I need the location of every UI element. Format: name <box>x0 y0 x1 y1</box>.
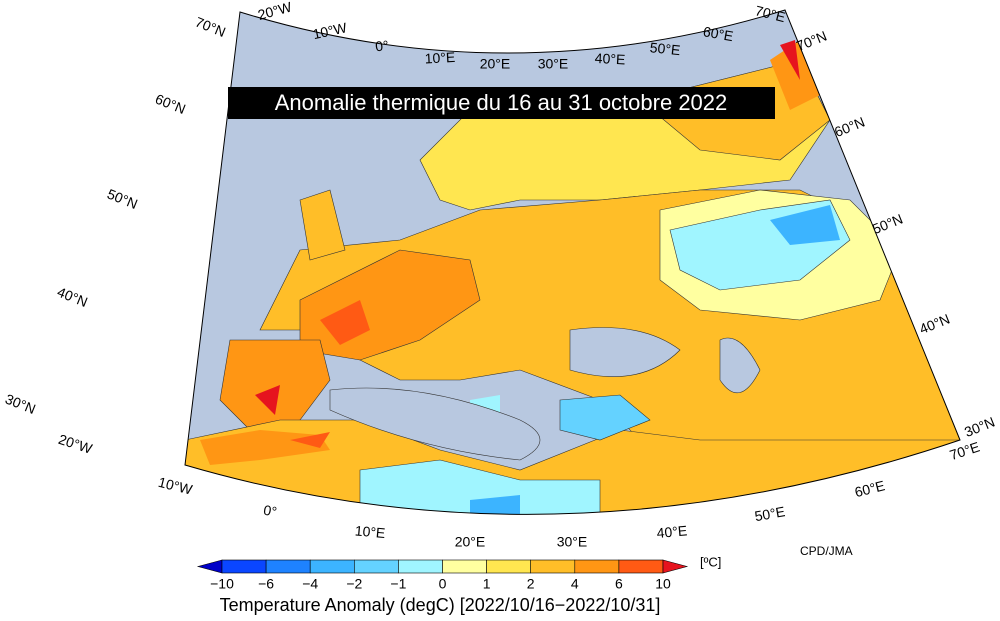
colorbar-box <box>486 559 532 574</box>
coordinate-label: 60°E <box>702 23 735 44</box>
coordinate-label: 70°N <box>794 28 829 55</box>
colorbar-tick-label: −4 <box>302 576 318 592</box>
map-title: Anomalie thermique du 16 au 31 octobre 2… <box>275 90 728 115</box>
coordinate-label: 20°E <box>480 56 511 72</box>
title-box <box>228 87 775 119</box>
coordinate-label: 60°N <box>153 91 188 118</box>
colorbar-tick-label: −6 <box>258 576 274 592</box>
coordinate-label: 50°E <box>753 503 786 524</box>
credit: CPD/JMA <box>800 544 853 558</box>
coordinate-label: 40°E <box>656 522 688 541</box>
coordinate-label: 30°E <box>538 56 569 72</box>
coordinate-label: 40°N <box>917 311 952 338</box>
caption: Temperature Anomaly (degC) [2022/10/16−2… <box>220 595 661 615</box>
colorbar-tick-label: 6 <box>615 576 623 592</box>
colorbar-end <box>196 559 223 574</box>
colorbar-box <box>309 559 355 574</box>
colorbar-tick-label: −1 <box>390 576 406 592</box>
coordinate-label: 0° <box>374 37 389 54</box>
colorbar-box <box>353 559 399 574</box>
colorbar-box <box>398 559 443 574</box>
coordinate-label: 30°N <box>962 414 997 441</box>
colorbar-box <box>265 559 311 574</box>
coordinate-label: 10°E <box>354 522 386 541</box>
colorbar: −10 −6 −4 −2 −1 0 1 2 4 6 10 <box>196 559 689 592</box>
colorbar-box <box>574 559 620 574</box>
map-labels: 20°W 10°W 0° 10°E 20°E 30°E 40°E 50°E 60°E 70°E 20… <box>3 0 997 550</box>
coordinate-label: 50°N <box>870 211 905 238</box>
coordinate-label: 0° <box>262 502 278 520</box>
colorbar-tick-label: 0 <box>439 576 447 592</box>
coordinate-label: 70°E <box>754 2 787 25</box>
coordinate-label: 50°N <box>105 186 140 213</box>
colorbar-end <box>662 559 689 574</box>
colorbar-tick-label: −2 <box>346 576 362 592</box>
colorbar-box <box>530 559 576 574</box>
colorbar-tick-label: 2 <box>527 576 535 592</box>
coordinate-label: 40°E <box>594 50 625 68</box>
colorbar-tick-label: 1 <box>483 576 491 592</box>
coordinate-label: 10°E <box>424 49 455 67</box>
coordinate-label: 40°N <box>55 284 90 311</box>
colorbar-tick-label: −10 <box>210 576 234 592</box>
coordinate-label: 30°E <box>557 534 588 550</box>
colorbar-box <box>221 559 267 574</box>
coordinate-label: 10°W <box>157 474 195 498</box>
coordinate-label: 50°E <box>649 39 681 58</box>
coordinate-label: 60°E <box>853 477 886 500</box>
colorbar-tick-label: 10 <box>655 576 671 592</box>
colorbar-unit: [ºC] <box>700 554 721 569</box>
coordinate-label: 70°N <box>193 14 228 41</box>
coordinate-label: 10°W <box>311 19 349 42</box>
coordinate-label: 30°N <box>3 391 38 418</box>
colorbar-box <box>618 559 664 574</box>
coordinate-label: 60°N <box>832 114 867 141</box>
coordinate-label: 20°E <box>455 534 486 550</box>
coordinate-label: 20°W <box>57 431 95 457</box>
colorbar-box <box>442 559 487 574</box>
coordinate-label: 20°W <box>256 0 294 23</box>
map-frame <box>184 9 961 515</box>
colorbar-tick-label: 4 <box>571 576 579 592</box>
